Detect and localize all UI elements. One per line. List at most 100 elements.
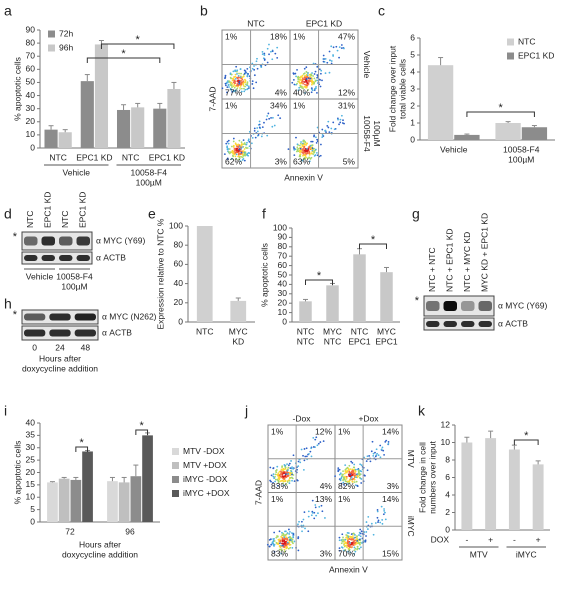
- event-dot: [306, 157, 309, 160]
- event-dot: [353, 546, 356, 549]
- band: [461, 301, 475, 311]
- significance-star: *: [317, 270, 322, 282]
- event-dot: [224, 74, 227, 77]
- event-dot: [286, 541, 289, 544]
- event-dot: [295, 75, 297, 78]
- bar: [47, 482, 58, 522]
- event-dot: [232, 85, 235, 88]
- event-dot: [227, 83, 230, 86]
- event-dot: [311, 72, 313, 74]
- event-dot: [303, 81, 306, 83]
- event-dot: [280, 544, 282, 547]
- lane-label: MYC KD + EPC1 KD: [480, 213, 490, 292]
- event-dot: [303, 145, 306, 148]
- event-dot: [377, 521, 379, 523]
- bar: [380, 272, 393, 322]
- event-dot: [317, 442, 320, 445]
- event-dot: [223, 153, 226, 156]
- event-dot: [251, 80, 254, 83]
- event-dot: [290, 539, 293, 541]
- event-dot: [278, 476, 281, 478]
- event-dot: [332, 46, 335, 49]
- event-dot: [338, 56, 340, 59]
- event-dot: [314, 148, 317, 151]
- event-dot: [311, 144, 314, 147]
- event-dot: [324, 129, 327, 132]
- event-dot: [281, 466, 283, 469]
- event-dot: [285, 544, 288, 547]
- event-dot: [313, 134, 316, 137]
- event-dot: [311, 89, 314, 92]
- x-tick-label: +: [488, 534, 493, 544]
- event-dot: [291, 466, 293, 469]
- y-tick-label: 10: [26, 129, 36, 139]
- event-dot: [340, 44, 343, 46]
- event-dot: [287, 536, 290, 539]
- event-dot: [377, 519, 380, 522]
- event-dot: [228, 86, 230, 88]
- event-dot: [385, 439, 388, 442]
- event-dot: [239, 85, 242, 87]
- event-dot: [334, 475, 336, 478]
- event-dot: [387, 442, 390, 445]
- event-dot: [328, 59, 331, 62]
- event-dot: [345, 477, 348, 480]
- band-label: α ACTB: [102, 327, 132, 337]
- event-dot: [354, 543, 357, 546]
- event-dot: [315, 85, 317, 88]
- bar: [107, 481, 118, 522]
- y-tick-label: 1: [410, 117, 415, 127]
- event-dot: [236, 70, 238, 73]
- event-dot: [305, 78, 308, 81]
- event-dot: [348, 471, 351, 474]
- event-dot: [342, 479, 344, 482]
- lane-label: EPC1 KD: [43, 192, 53, 228]
- x-axis-label: Hours after: [79, 539, 121, 549]
- event-dot: [304, 140, 306, 143]
- event-dot: [338, 46, 341, 49]
- event-dot: [352, 474, 355, 476]
- event-dot: [305, 80, 308, 82]
- x-tick-label: KD: [232, 336, 244, 346]
- event-dot: [307, 72, 310, 74]
- event-dot: [349, 551, 352, 554]
- event-dot: [241, 142, 243, 145]
- event-dot: [341, 540, 344, 543]
- event-dot: [301, 142, 304, 145]
- event-dot: [283, 546, 286, 549]
- event-dot: [310, 87, 313, 90]
- event-dot: [291, 477, 294, 480]
- event-dot: [346, 466, 349, 469]
- event-dot: [313, 154, 316, 157]
- event-dot: [247, 73, 250, 75]
- event-dot: [283, 542, 286, 545]
- event-dot: [230, 145, 233, 148]
- y-tick-label: 60: [278, 260, 288, 270]
- bar: [532, 464, 544, 530]
- event-dot: [338, 549, 341, 552]
- event-dot: [305, 144, 308, 146]
- event-dot: [305, 66, 308, 69]
- event-dot: [263, 121, 265, 124]
- lane-label: NTC + EPC1 KD: [445, 228, 455, 292]
- event-dot: [276, 465, 279, 468]
- event-dot: [270, 543, 273, 546]
- y-tick-label: 70: [278, 250, 288, 260]
- event-dot: [366, 469, 369, 472]
- event-dot: [376, 516, 379, 519]
- legend-label: iMYC +DOX: [183, 488, 230, 498]
- event-dot: [350, 542, 353, 544]
- event-dot: [246, 141, 248, 144]
- event-dot: [322, 54, 325, 57]
- panel-letter: a: [4, 3, 12, 19]
- event-dot: [356, 545, 359, 548]
- event-dot: [341, 546, 344, 549]
- event-dot: [268, 53, 270, 56]
- event-dot: [233, 153, 236, 156]
- event-dot: [287, 466, 290, 469]
- event-dot: [301, 87, 304, 89]
- event-dot: [283, 478, 286, 481]
- event-dot: [245, 147, 248, 149]
- significance-star: *: [121, 48, 126, 60]
- event-dot: [302, 151, 305, 154]
